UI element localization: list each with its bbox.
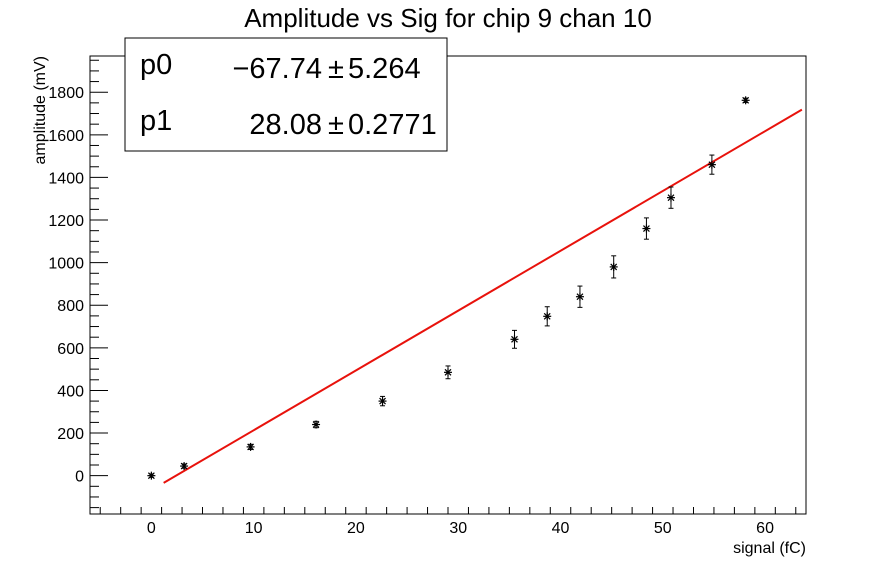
y-tick-label: 1400 — [48, 170, 84, 187]
star-marker-stroke — [643, 225, 650, 232]
y-axis-title: amplitude (mV) — [32, 56, 49, 164]
data-point — [741, 96, 750, 105]
data-point — [180, 462, 189, 471]
data-point — [510, 329, 519, 349]
chart-title: Amplitude vs Sig for chip 9 chan 10 — [244, 3, 652, 33]
data-points — [147, 96, 750, 480]
fit-stats-frame — [124, 37, 448, 152]
star-marker-stroke — [708, 161, 716, 169]
fit-line — [163, 108, 803, 484]
star-marker-stroke — [180, 462, 188, 470]
star-marker-stroke — [667, 194, 675, 202]
x-tick-label: 50 — [654, 520, 672, 537]
star-marker-stroke — [576, 293, 584, 301]
fit-param-p1-name: p1 — [140, 105, 172, 137]
x-tick-label: 40 — [552, 520, 570, 537]
x-tick-label: 10 — [245, 520, 263, 537]
y-tick-label: 1000 — [48, 256, 84, 273]
x-tick-label: 0 — [147, 520, 156, 537]
fit-param-p0-value: −67.74 — [232, 53, 322, 85]
x-tick-label: 60 — [756, 520, 774, 537]
fit-param-p1-value: 28.08 — [249, 109, 322, 141]
fit-line-group — [163, 108, 803, 484]
fit-param-p0-name: p0 — [140, 49, 172, 81]
star-marker-stroke — [511, 335, 518, 343]
y-tick-label: 800 — [57, 298, 84, 315]
data-point — [707, 154, 716, 175]
data-point — [147, 471, 156, 480]
star-marker-stroke — [147, 472, 155, 480]
fit-param-p0-pm: ± — [328, 53, 344, 85]
data-point — [312, 420, 321, 429]
star-marker-stroke — [543, 312, 551, 320]
data-point — [609, 255, 618, 279]
x-axis: 0 10 20 30 40 50 60 — [99, 507, 797, 537]
x-axis-title: signal (fC) — [733, 540, 806, 557]
star-marker-stroke — [379, 397, 386, 405]
data-point — [642, 217, 651, 240]
y-tick-label: 1200 — [48, 213, 84, 230]
star-marker-stroke — [444, 368, 452, 376]
y-tick-label: 600 — [57, 341, 84, 358]
x-tick-label: 20 — [347, 520, 365, 537]
fit-param-p1-error: 0.2771 — [348, 109, 437, 141]
fit-param-p0-error: 5.264 — [348, 53, 421, 85]
data-point — [666, 186, 675, 209]
data-point — [246, 442, 255, 451]
data-point — [378, 395, 387, 407]
data-point — [575, 285, 584, 308]
star-marker-stroke — [610, 263, 618, 271]
y-tick-label: 0 — [75, 469, 84, 486]
y-tick-label: 400 — [57, 383, 84, 400]
fit-stats-box: p0 −67.74 ± 5.264 p1 28.08 ± 0.2771 — [124, 37, 448, 152]
y-tick-label: 1600 — [48, 128, 84, 145]
y-tick-label: 200 — [57, 426, 84, 443]
star-marker-stroke — [312, 421, 320, 428]
star-marker-stroke — [247, 443, 255, 451]
y-axis: 0 200 400 600 800 1000 1200 1400 1600 1800 — [48, 59, 108, 509]
x-tick-label: 30 — [449, 520, 467, 537]
fit-param-p1-pm: ± — [328, 109, 344, 141]
data-point — [444, 365, 452, 380]
star-marker-stroke — [742, 96, 750, 104]
y-tick-label: 1800 — [48, 85, 84, 102]
data-point — [543, 306, 552, 327]
